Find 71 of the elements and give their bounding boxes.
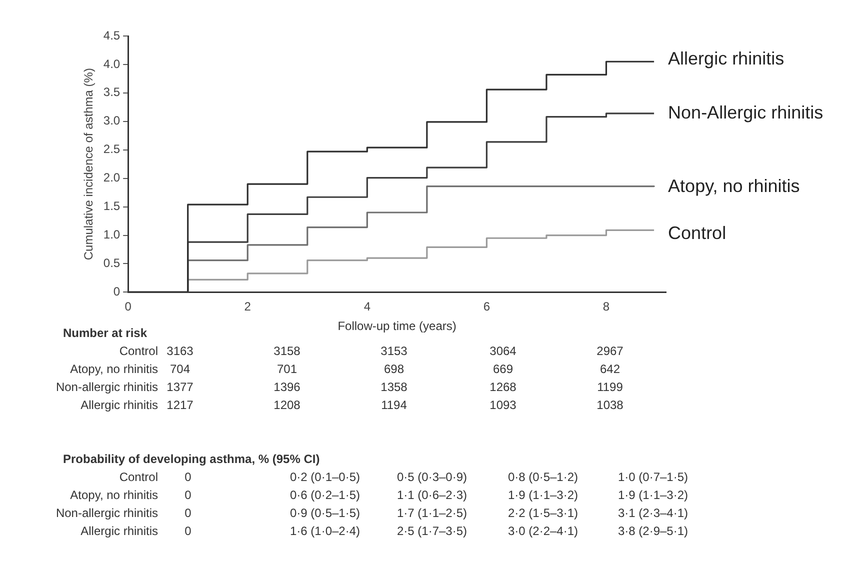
y-tick-label: 2.5 xyxy=(103,142,120,156)
x-tick-label: 0 xyxy=(124,300,132,314)
text: Control xyxy=(119,344,158,358)
text: Control xyxy=(119,470,158,484)
text: 0·2 (0·1–0·5) xyxy=(290,470,360,484)
text: 1199 xyxy=(597,380,623,394)
y-tick-label: 3.0 xyxy=(103,114,120,128)
text: 1194 xyxy=(381,398,407,412)
y-tick-label: 0.5 xyxy=(103,256,120,270)
x-tick-label: 8 xyxy=(602,300,610,314)
text: 3153 xyxy=(380,344,408,358)
text: 2967 xyxy=(596,344,624,358)
series-label: Control xyxy=(668,223,726,244)
text: 3·8 (2·9–5·1) xyxy=(618,524,688,538)
text: Atopy, no rhinitis xyxy=(70,488,158,502)
text: 1038 xyxy=(596,398,624,412)
y-tick-label: 0 xyxy=(113,284,120,299)
text: 3064 xyxy=(490,344,516,358)
text: 1·6 (1·0–2·4) xyxy=(290,524,360,538)
y-tick-label: 1.0 xyxy=(103,228,120,242)
y-tick-label: 4.0 xyxy=(103,56,120,71)
text: 2·5 (1·7–3·5) xyxy=(396,524,468,538)
text: 1093 xyxy=(490,398,516,412)
y-tick-label: 4.5 xyxy=(103,28,120,42)
text: 1217 xyxy=(166,398,194,412)
text: 3·0 (2·2–4·1) xyxy=(508,524,578,538)
y-tick-label: 1.5 xyxy=(103,199,120,214)
text: 1358 xyxy=(380,380,408,394)
series-label: Atopy, no rhinitis xyxy=(668,176,800,196)
text: Non-allergic rhinitis xyxy=(56,380,158,394)
text: 0 xyxy=(184,506,192,520)
text: 1396 xyxy=(274,380,300,394)
text: 0 xyxy=(184,488,192,502)
text: Allergic rhinitis xyxy=(80,398,158,412)
text: 669 xyxy=(492,362,514,376)
series-label: Allergic rhinitis xyxy=(668,48,784,69)
text: 1268 xyxy=(490,380,516,394)
text: 0·8 (0·5–1·2) xyxy=(508,470,578,484)
text: 0·9 (0·5–1·5) xyxy=(290,506,360,520)
text: 701 xyxy=(276,362,298,376)
text: Non-allergic rhinitis xyxy=(56,506,158,520)
text: 3·1 (2·3–4·1) xyxy=(618,506,688,520)
text: 642 xyxy=(600,362,620,376)
text: 1377 xyxy=(166,380,194,394)
text: 0·5 (0·3–0·9) xyxy=(396,470,468,484)
y-tick-label: 3.5 xyxy=(103,85,120,100)
text: 1·1 (0·6–2·3) xyxy=(396,488,468,502)
text: 1·9 (1·1–3·2) xyxy=(508,488,578,502)
text: 0 xyxy=(184,470,192,484)
text: Number at risk xyxy=(63,326,148,340)
series-label: Non-Allergic rhinitis xyxy=(668,102,824,122)
x-tick-label: 2 xyxy=(244,300,252,314)
text: 698 xyxy=(384,362,404,376)
x-tick-label: 4 xyxy=(364,300,371,314)
text: 3163 xyxy=(166,344,194,358)
text: 1208 xyxy=(274,398,300,412)
x-axis-title: Follow-up time (years) xyxy=(338,319,456,334)
text: 2·2 (1·5–3·1) xyxy=(508,506,578,520)
text: 0·6 (0·2–1·5) xyxy=(290,488,360,502)
text: Probability of developing asthma, % (95% CI) xyxy=(63,452,320,466)
y-axis-title: Cumulative incidence of asthma (%) xyxy=(82,68,96,260)
text: 3158 xyxy=(274,344,300,358)
text: 1·9 (1·1–3·2) xyxy=(618,488,688,502)
text: Atopy, no rhinitis xyxy=(70,362,158,376)
x-tick-label: 6 xyxy=(483,300,490,314)
text: 1·7 (1·1–2·5) xyxy=(396,506,468,520)
text: 1·0 (0·7–1·5) xyxy=(618,470,688,484)
y-tick-label: 2.0 xyxy=(103,170,120,185)
text: Allergic rhinitis xyxy=(80,524,158,538)
text: 0 xyxy=(184,524,192,538)
text: 704 xyxy=(170,362,190,376)
